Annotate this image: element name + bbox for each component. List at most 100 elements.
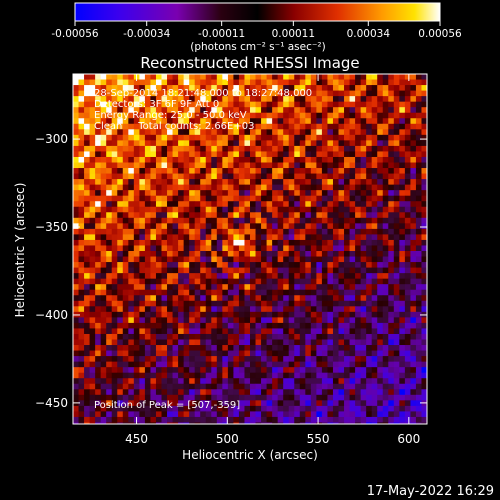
- heatmap-cell: [73, 289, 79, 296]
- heatmap-cell: [360, 378, 367, 385]
- heatmap-cell: [415, 223, 422, 230]
- heatmap-cell: [89, 356, 96, 363]
- heatmap-cell: [155, 129, 162, 136]
- heatmap-cell: [189, 201, 196, 208]
- heatmap-cell: [294, 372, 301, 379]
- heatmap-cell: [272, 112, 279, 119]
- heatmap-cell: [388, 234, 395, 241]
- heatmap-cell: [250, 245, 256, 252]
- heatmap-cell: [415, 251, 422, 257]
- heatmap-cell: [366, 278, 373, 285]
- heatmap-cell: [266, 118, 273, 125]
- heatmap-cell: [144, 256, 151, 263]
- heatmap-cell: [172, 228, 179, 235]
- heatmap-cell: [211, 212, 218, 219]
- heatmap-cell: [288, 234, 295, 241]
- heatmap-cell: [128, 101, 135, 108]
- heatmap-cell: [200, 140, 207, 147]
- heatmap-cell: [150, 378, 157, 385]
- heatmap-cell: [100, 79, 107, 86]
- heatmap-cell: [415, 107, 422, 114]
- heatmap-cell: [338, 162, 345, 169]
- heatmap-cell: [277, 322, 284, 329]
- heatmap-cell: [150, 107, 157, 114]
- heatmap-cell: [100, 300, 107, 307]
- heatmap-cell: [299, 262, 306, 268]
- heatmap-cell: [294, 256, 301, 263]
- heatmap-cell: [167, 79, 173, 86]
- heatmap-cell: [404, 156, 411, 163]
- heatmap-cell: [299, 190, 306, 197]
- heatmap-cell: [377, 112, 384, 119]
- heatmap-cell: [299, 328, 306, 335]
- heatmap-cell: [327, 184, 334, 191]
- heatmap-cell: [167, 367, 173, 374]
- heatmap-cell: [250, 289, 256, 296]
- heatmap-cell: [404, 378, 411, 385]
- heatmap-cell: [133, 140, 140, 147]
- heatmap-cell: [189, 195, 196, 202]
- heatmap-cell: [399, 123, 406, 130]
- heatmap-cell: [128, 361, 135, 368]
- heatmap-cell: [100, 156, 107, 163]
- heatmap-cell: [332, 79, 339, 86]
- heatmap-cell: [393, 328, 400, 335]
- heatmap-cell: [178, 339, 185, 346]
- colorbar-gradient: [74, 2, 441, 22]
- heatmap-cell: [388, 156, 395, 163]
- heatmap-cell: [189, 90, 196, 97]
- heatmap-cell: [211, 284, 218, 291]
- heatmap-cell: [382, 90, 389, 97]
- heatmap-cell: [233, 345, 240, 351]
- heatmap-cell: [250, 262, 256, 268]
- heatmap-cell: [222, 356, 229, 363]
- heatmap-cell: [244, 234, 251, 241]
- heatmap-cell: [89, 96, 96, 103]
- heatmap-cell: [360, 267, 367, 274]
- heatmap-cell: [84, 212, 90, 219]
- heatmap-cell: [366, 79, 373, 86]
- heatmap-cell: [84, 234, 90, 241]
- heatmap-cell: [261, 223, 267, 230]
- heatmap-cell: [421, 201, 427, 208]
- heatmap-cell: [316, 422, 323, 424]
- heatmap-cell: [355, 184, 362, 191]
- heatmap-cell: [277, 239, 284, 246]
- heatmap-cell: [344, 129, 350, 136]
- heatmap-cell: [122, 383, 129, 390]
- heatmap-cell: [78, 300, 85, 307]
- heatmap-cell: [200, 151, 207, 158]
- heatmap-cell: [167, 118, 173, 125]
- heatmap-cell: [415, 212, 422, 219]
- heatmap-cell: [349, 134, 356, 141]
- heatmap-cell: [178, 405, 185, 412]
- heatmap-cell: [371, 317, 378, 324]
- heatmap-cell: [321, 422, 328, 424]
- heatmap-cell: [133, 112, 140, 119]
- heatmap-cell: [211, 151, 218, 158]
- heatmap-cell: [144, 300, 151, 307]
- heatmap-cell: [310, 223, 317, 230]
- heatmap-cell: [415, 311, 422, 318]
- heatmap-cell: [266, 140, 273, 147]
- heatmap-cell: [100, 306, 107, 313]
- heatmap-cell: [167, 383, 173, 390]
- heatmap-cell: [250, 123, 256, 130]
- heatmap-cell: [144, 328, 151, 335]
- heatmap-cell: [95, 367, 102, 374]
- heatmap-cell: [299, 256, 306, 263]
- heatmap-cell: [327, 112, 334, 119]
- heatmap-cell: [360, 322, 367, 329]
- heatmap-cell: [233, 317, 240, 324]
- heatmap-cell: [205, 422, 212, 424]
- heatmap-cell: [161, 383, 168, 390]
- heatmap-cell: [233, 168, 240, 174]
- heatmap-cell: [167, 129, 173, 136]
- heatmap-cell: [106, 223, 113, 230]
- heatmap-cell: [106, 145, 113, 152]
- heatmap-cell: [261, 306, 267, 313]
- heatmap-cell: [122, 206, 129, 213]
- heatmap-cell: [421, 356, 427, 363]
- colorbar-tick-label: 0.00056: [418, 28, 462, 40]
- heatmap-cell: [222, 206, 229, 213]
